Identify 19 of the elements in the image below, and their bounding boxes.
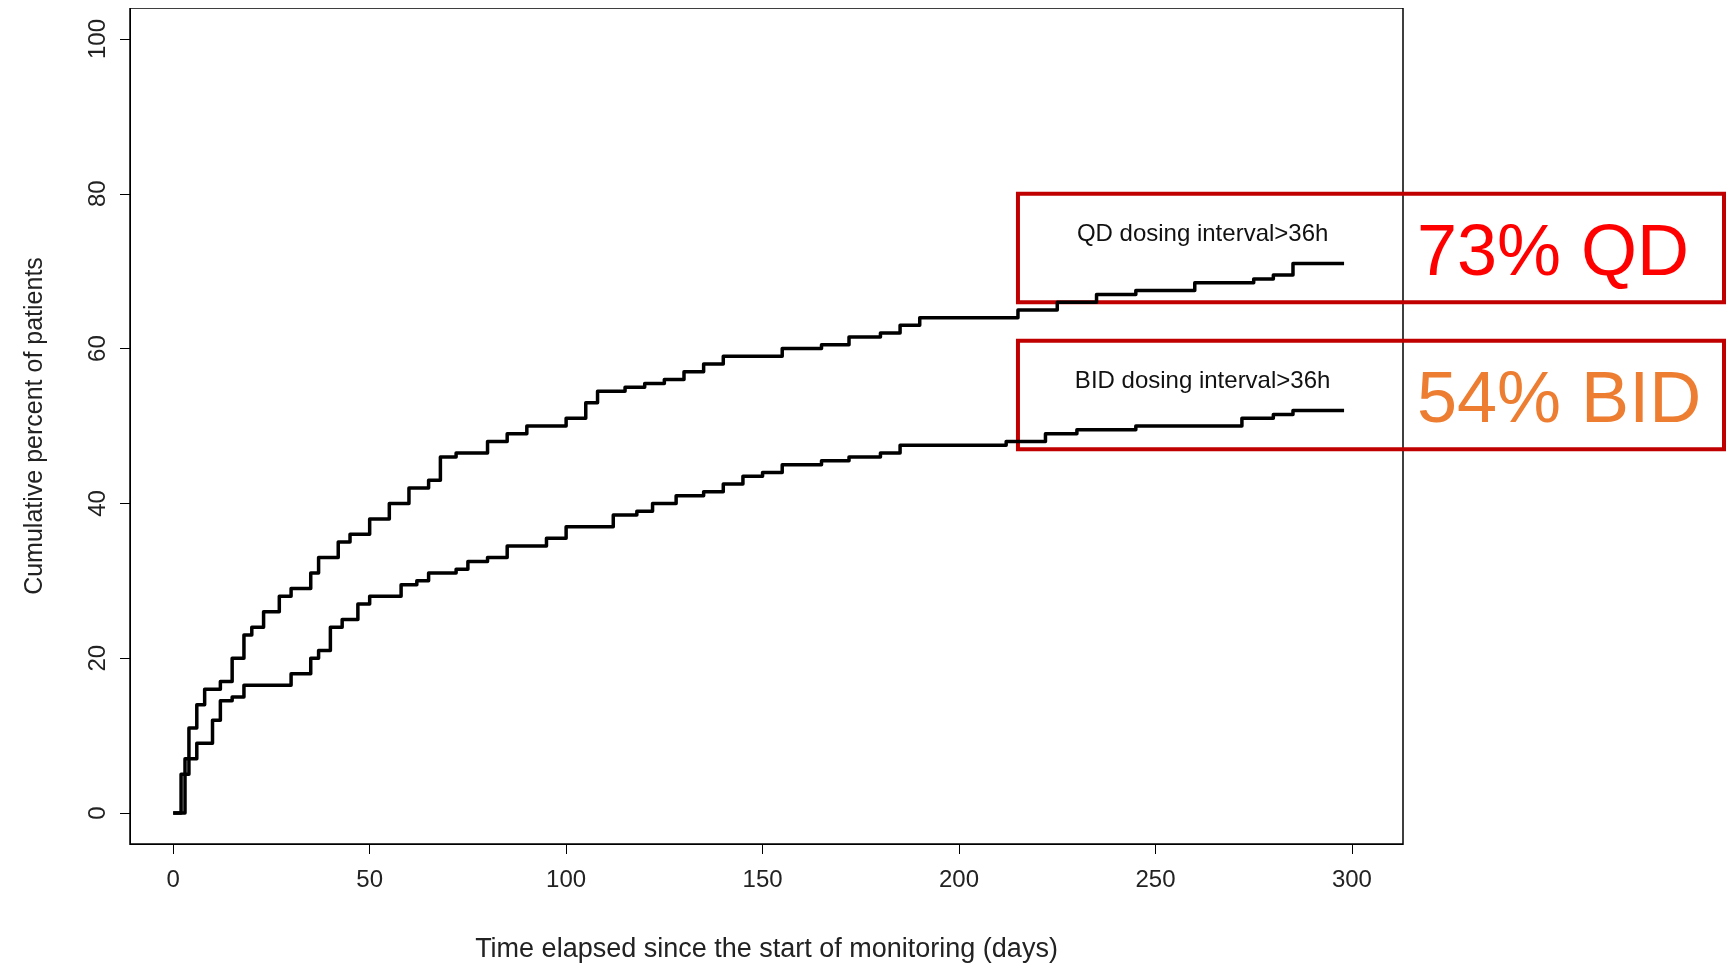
x-tick-label: 100 (546, 864, 587, 892)
series-label: BID dosing interval>36h (1074, 366, 1331, 394)
text: 73% QD (1417, 209, 1690, 290)
x-tick-label: 300 (1331, 864, 1372, 892)
x-tick-label: 250 (1135, 864, 1176, 892)
y-tick-label: 40 (82, 490, 110, 517)
y-tick-label: 20 (82, 644, 110, 672)
x-axis-title: Time elapsed since the start of monitoring (days) (475, 932, 1058, 963)
series-label: QD dosing interval>36h (1076, 218, 1329, 246)
y-tick-label: 0 (82, 806, 110, 820)
x-tick-label: 50 (356, 864, 384, 892)
y-tick-label: 100 (82, 18, 110, 59)
y-tick-label: 80 (82, 180, 110, 208)
text: 54% BID (1417, 357, 1702, 438)
y-axis-title: Cumulative percent of patients (18, 257, 47, 595)
x-tick-label: 150 (742, 864, 783, 892)
y-tick-label: 60 (82, 335, 110, 362)
x-tick-label: 200 (939, 864, 980, 892)
x-tick-label: 0 (166, 864, 180, 892)
